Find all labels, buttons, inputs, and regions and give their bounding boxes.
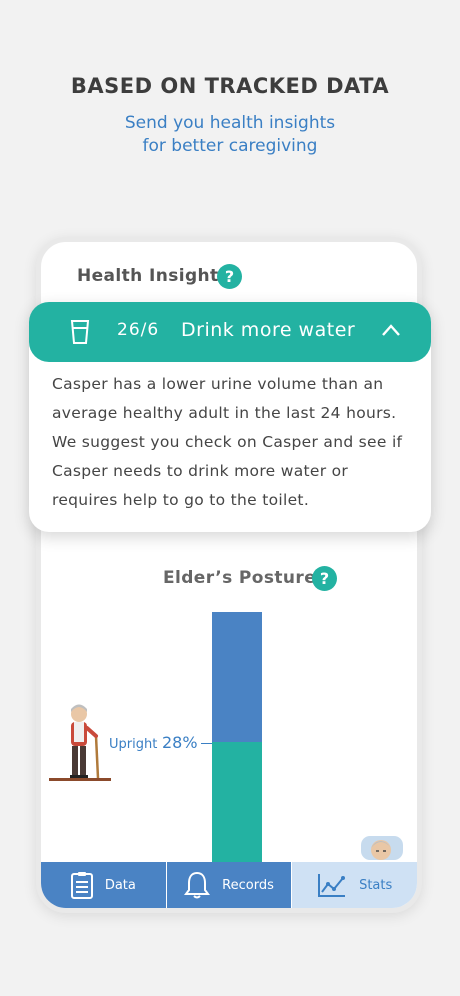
tab-stats-label: Stats [359, 877, 393, 893]
tab-records-label: Records [222, 877, 274, 893]
health-insight-title: Health Insight [77, 266, 219, 286]
upright-value: 28% [162, 733, 198, 752]
chevron-up-icon[interactable] [381, 324, 401, 337]
line-chart-icon [318, 874, 346, 897]
headline: BASED ON TRACKED DATA [70, 74, 390, 98]
insight-card-header[interactable]: 26/6 Drink more water [29, 302, 431, 362]
sleeping-elder-illustration [361, 836, 403, 860]
subheadline-line-2: for better caregiving [142, 136, 318, 156]
posture-help-icon[interactable]: ? [312, 566, 337, 591]
insight-title: Drink more water [181, 319, 356, 341]
upright-leader-line [201, 743, 212, 744]
health-insight-help-icon[interactable]: ? [217, 264, 242, 289]
clipboard-icon [70, 872, 93, 899]
posture-bar-other [212, 612, 262, 742]
posture-title: Elder’s Posture [163, 568, 317, 588]
water-glass-icon [70, 320, 90, 344]
subheadline: Send you health insights for better care… [0, 112, 460, 158]
standing-elder-illustration [49, 704, 111, 781]
subheadline-line-1: Send you health insights [124, 113, 336, 133]
tab-data-label: Data [104, 877, 136, 893]
tab-stats[interactable]: Stats [292, 862, 417, 908]
posture-bar-upright [212, 742, 262, 872]
insight-date: 26/6 [117, 320, 160, 340]
bell-icon [184, 871, 211, 899]
insight-body: Casper has a lower urine volume than an … [52, 375, 403, 509]
upright-label: Upright [109, 737, 158, 752]
tab-bar: Data Records Stats [41, 862, 417, 908]
insight-card[interactable]: 26/6 Drink more water Casper has a lower… [29, 302, 431, 532]
tab-data[interactable]: Data [41, 862, 167, 908]
tab-records[interactable]: Records [166, 862, 293, 908]
